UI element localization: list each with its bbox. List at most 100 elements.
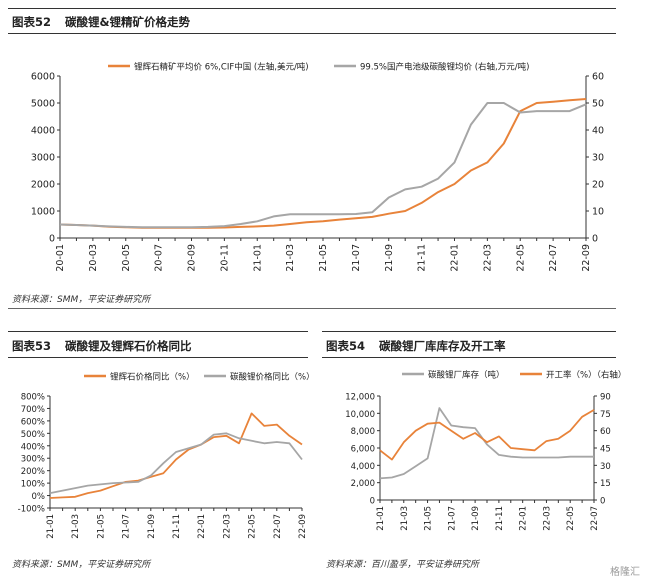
x-tick-label: 20-03 (88, 244, 99, 272)
x-tick-label: 22-01 (519, 506, 529, 531)
watermark-logo: 格隆汇 (610, 567, 640, 578)
y-tick-label-left: 800% (21, 393, 45, 403)
x-tick-label: 21-01 (376, 506, 386, 531)
fig54-number: 图表54 (326, 339, 366, 353)
y-tick-label-left: 0% (32, 492, 46, 502)
x-tick-label: 21-09 (147, 514, 157, 539)
y-tick-label-right: 30 (592, 153, 604, 164)
y-tick-label-left: -100% (18, 505, 45, 515)
series-line-orange (379, 409, 595, 461)
y-tick-label-left: 4000 (31, 126, 55, 137)
fig54-header-rule (322, 331, 616, 332)
series-line-gray (379, 407, 594, 480)
y-tick-label-left: 4,000 (351, 462, 375, 472)
fig52-header-rule-bottom (8, 33, 616, 34)
x-tick-label: 22-01 (450, 244, 461, 272)
y-tick-label-left: 100% (21, 480, 45, 490)
x-tick-label: 21-05 (318, 244, 329, 272)
fig52-chart: 0 1000 2000 3000 4000 5000 6000 0 10 20 30 40 50 60 20… (31, 62, 604, 272)
series-line-orange (59, 98, 587, 229)
fig52-source-rule (8, 308, 616, 309)
x-tick-label: 21-07 (351, 244, 362, 272)
legend-label: 开工率（%）（右轴） (546, 370, 622, 381)
fig54-header-rule-bottom (322, 357, 616, 358)
fig53-title: 碳酸锂及锂辉石价格同比 (65, 339, 192, 353)
x-tick-label: 22-07 (273, 514, 283, 539)
legend-label: 碳酸锂价格同比（%） (230, 372, 310, 383)
fig54-title: 碳酸锂厂库库存及开工率 (379, 339, 506, 353)
x-tick-label: 22-03 (482, 244, 493, 272)
y-tick-label-right: 40 (592, 126, 604, 137)
y-tick-label-left: 400% (21, 442, 45, 452)
y-tick-label-left: 500% (21, 430, 45, 440)
y-tick-label-left: 1000 (31, 207, 55, 218)
x-tick-label: 21-07 (447, 506, 457, 531)
x-tick-label: 22-05 (566, 506, 576, 531)
fig53-chart: -100% 0% 100% 200% 300% 400% 500% 600% 700% 800% 2… (18, 372, 310, 539)
x-tick-label: 22-09 (298, 514, 308, 539)
x-tick-label: 21-03 (71, 514, 81, 539)
y-tick-label-left: 3000 (31, 153, 55, 164)
y-tick-label-right: 0 (592, 234, 598, 245)
legend-label: 锂辉石精矿平均价 6%,CIF中国 (左轴,美元/吨) (134, 62, 309, 73)
x-tick-label: 21-09 (471, 506, 481, 531)
y-tick-label-left: 200% (21, 467, 45, 477)
y-tick-label-left: 12,000 (345, 393, 375, 403)
x-tick-label: 22-01 (197, 514, 207, 539)
x-tick-label: 21-11 (417, 244, 428, 272)
x-tick-label: 21-05 (96, 514, 106, 539)
series-line-gray (59, 102, 587, 229)
x-tick-label: 21-09 (384, 244, 395, 272)
y-tick-label-right: 60 (592, 72, 604, 83)
y-tick-label-left: 300% (21, 455, 45, 465)
x-tick-label: 21-11 (495, 506, 505, 531)
x-tick-label: 20-11 (219, 244, 230, 272)
y-tick-label-right: 30 (600, 462, 611, 472)
x-tick-label: 22-07 (548, 244, 559, 272)
fig52-number: 图表52 (12, 15, 52, 29)
y-tick-label-left: 6000 (31, 72, 55, 83)
y-tick-label-left: 8,000 (351, 427, 375, 437)
fig54-header: 图表54 碳酸锂厂库库存及开工率 (326, 338, 506, 354)
x-tick-label: 21-11 (172, 514, 182, 539)
x-tick-label: 21-03 (400, 506, 410, 531)
fig53-header-rule (8, 331, 308, 332)
y-tick-label-right: 20 (592, 180, 604, 191)
y-tick-label-left: 2,000 (351, 479, 375, 489)
y-tick-label-left: 6,000 (351, 445, 375, 455)
legend-label: 碳酸锂厂库存（吨） (428, 370, 505, 381)
fig54-source: 资料来源：百川盈孚，平安证券研究所 (326, 560, 480, 570)
y-tick-label-right: 50 (592, 99, 604, 110)
y-tick-label-right: 10 (592, 207, 604, 218)
x-tick-label: 21-07 (122, 514, 132, 539)
x-tick-label: 20-09 (187, 244, 198, 272)
y-tick-label-left: 5000 (31, 99, 55, 110)
fig52-title: 碳酸锂&锂精矿价格走势 (65, 15, 191, 29)
fig52-header: 图表52 碳酸锂&锂精矿价格走势 (12, 14, 190, 30)
x-tick-label: 20-07 (154, 244, 165, 272)
fig53-source: 资料来源：SMM，平安证券研究所 (12, 560, 151, 570)
x-tick-label: 22-05 (515, 244, 526, 272)
x-tick-label: 22-09 (581, 244, 592, 272)
y-tick-label-left: 0 (49, 234, 55, 245)
series-line-gray (49, 432, 303, 494)
fig52-source: 资料来源：SMM，平安证券研究所 (12, 295, 151, 305)
y-tick-label-right: 15 (600, 479, 611, 489)
legend-label: 锂辉石价格同比（%） (110, 372, 195, 383)
y-tick-label-left: 0 (370, 497, 375, 507)
fig53-number: 图表53 (12, 339, 52, 353)
y-tick-label-left: 2000 (31, 180, 55, 191)
fig53-header-rule-bottom (8, 357, 308, 358)
y-tick-label-left: 600% (21, 417, 45, 427)
x-tick-label: 20-01 (55, 244, 66, 272)
y-tick-label-right: 0 (600, 497, 605, 507)
fig53-header: 图表53 碳酸锂及锂辉石价格同比 (12, 338, 192, 354)
y-tick-label-right: 60 (600, 427, 611, 437)
x-tick-label: 21-01 (252, 244, 263, 272)
x-tick-label: 21-03 (285, 244, 296, 272)
x-tick-label: 22-05 (248, 514, 258, 539)
y-tick-label-right: 45 (600, 445, 611, 455)
y-tick-label-left: 10,000 (345, 410, 375, 420)
series-line-orange (49, 412, 303, 499)
x-tick-label: 22-03 (222, 514, 232, 539)
